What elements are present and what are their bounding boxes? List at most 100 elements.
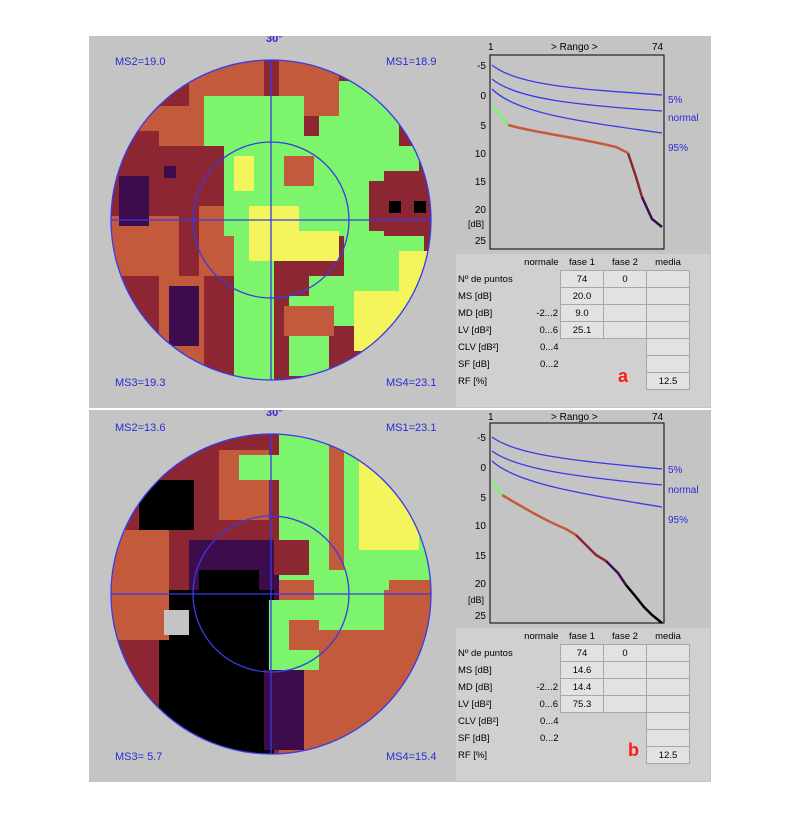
table-row: CLV [dB²] 0...4 xyxy=(456,338,690,356)
perimetry-panel-a: 30° MS2=19.0 MS1=18.9 MS3=19.3 MS4=23.1 … xyxy=(89,36,711,408)
patient-curve-defect-segment xyxy=(507,123,629,155)
curve-band-label: normal xyxy=(668,485,699,496)
cell-media xyxy=(646,304,690,322)
col-fase2: fase 2 xyxy=(612,256,638,268)
row-range: 0...2 xyxy=(540,732,559,744)
curve-band-label: normal xyxy=(668,113,699,124)
patient-curve-defect-segment xyxy=(501,493,577,537)
row-range xyxy=(518,271,561,288)
row-label: SF [dB] xyxy=(458,358,490,370)
curve-5pct-band xyxy=(491,64,663,96)
cell-fase1: 25.1 xyxy=(560,321,604,339)
row-range: 0...6 xyxy=(539,324,559,336)
curve-95pct-band xyxy=(491,88,663,134)
row-label: RF [%] xyxy=(458,749,488,761)
statistics-table: normale fase 1 fase 2 media Nº de puntos… xyxy=(456,628,710,781)
row-range: 0...4 xyxy=(540,715,559,727)
table-row: RF [%] 12.5 xyxy=(456,746,690,764)
eccentricity-label: 30° xyxy=(266,410,283,419)
row-label: Nº de puntos xyxy=(458,647,513,659)
row-range: 0...2 xyxy=(540,358,559,370)
curve-band-label: 5% xyxy=(668,465,683,476)
cell-fase1: 75.3 xyxy=(560,695,604,713)
row-range xyxy=(518,288,561,305)
curve-x-start-label: 1 xyxy=(488,412,494,423)
row-range xyxy=(518,645,561,662)
row-label: CLV [dB²] xyxy=(458,341,499,353)
curve-y-tick: 20 xyxy=(475,579,487,590)
table-row: MS [dB] 20.0 xyxy=(456,287,690,305)
row-label: MS [dB] xyxy=(458,290,492,302)
panel-tag: b xyxy=(628,740,639,760)
cell-media xyxy=(646,712,690,730)
cell-fase1: 20.0 xyxy=(560,287,604,305)
curve-range-label: > Rango > xyxy=(551,42,598,53)
cell-fase1: 14.6 xyxy=(560,661,604,679)
row-label: MD [dB] xyxy=(458,681,493,693)
row-range xyxy=(518,373,561,390)
curve-band-label: 5% xyxy=(668,95,683,106)
row-label: Nº de puntos xyxy=(458,273,513,285)
cell-media xyxy=(646,678,690,696)
curve-y-tick: 15 xyxy=(475,551,487,562)
row-range xyxy=(518,747,561,764)
row-label: MS [dB] xyxy=(458,664,492,676)
cell-media xyxy=(646,644,690,662)
curve-5pct-band xyxy=(491,436,663,470)
row-label: MD [dB] xyxy=(458,307,493,319)
quadrant-ms2-label: MS2=13.6 xyxy=(115,422,166,434)
table-row: CLV [dB²] 0...4 xyxy=(456,712,690,730)
patient-curve-severe-segment xyxy=(575,534,607,563)
cell-media: 12.5 xyxy=(646,372,690,390)
row-label: RF [%] xyxy=(458,375,488,387)
table-row: LV [dB²] 0...6 75.3 xyxy=(456,695,690,713)
row-label: CLV [dB²] xyxy=(458,715,499,727)
curve-y-tick: 20 xyxy=(475,205,487,216)
table-row: SF [dB] 0...2 xyxy=(456,355,690,373)
quadrant-ms3-label: MS3=19.3 xyxy=(115,377,166,389)
cell-fase2 xyxy=(603,695,647,713)
cell-media xyxy=(646,338,690,356)
table-row: MD [dB] -2...2 9.0 xyxy=(456,304,690,322)
row-range: -2...2 xyxy=(536,681,558,693)
curve-y-tick: 10 xyxy=(475,521,487,532)
cell-media xyxy=(646,287,690,305)
curve-y-tick: 25 xyxy=(475,611,487,622)
quadrant-ms2-label: MS2=19.0 xyxy=(115,56,166,68)
quadrant-ms4-label: MS4=15.4 xyxy=(386,751,437,763)
quadrant-ms3-label: MS3= 5.7 xyxy=(115,751,163,763)
col-media: media xyxy=(655,256,681,268)
table-row: Nº de puntos 74 0 xyxy=(456,270,690,288)
visual-field-grayscale-plot xyxy=(110,433,432,755)
row-label: SF [dB] xyxy=(458,732,490,744)
table-row: SF [dB] 0...2 xyxy=(456,729,690,747)
cell-fase2 xyxy=(603,661,647,679)
visual-field-map: 30° MS2=13.6 MS1=23.1 MS3= 5.7 MS4=15.4 xyxy=(89,410,454,782)
cell-fase2 xyxy=(603,304,647,322)
bebie-curve-chart: 1 > Rango > 74 -5 0 5 10 15 20 25 [dB] 5… xyxy=(456,411,710,625)
table-row: RF [%] 12.5 xyxy=(456,372,690,390)
table-row: Nº de puntos 74 0 xyxy=(456,644,690,662)
panel-tag: a xyxy=(618,366,629,386)
patient-curve-absolute-segment xyxy=(605,560,628,586)
visual-field-map: 30° MS2=19.0 MS1=18.9 MS3=19.3 MS4=23.1 xyxy=(89,36,454,408)
cell-media: 12.5 xyxy=(646,746,690,764)
cell-media xyxy=(646,321,690,339)
patient-curve-severe-segment xyxy=(626,152,644,198)
cell-fase2: 0 xyxy=(603,644,647,662)
row-label: LV [dB²] xyxy=(458,324,492,336)
curve-range-label: > Rango > xyxy=(551,412,598,423)
curve-y-tick: -5 xyxy=(477,433,486,444)
curve-y-tick: 5 xyxy=(480,121,486,132)
cell-media xyxy=(646,695,690,713)
cell-media xyxy=(646,270,690,288)
table-row: MD [dB] -2...2 14.4 xyxy=(456,678,690,696)
curve-y-tick: -5 xyxy=(477,61,486,72)
col-fase1: fase 1 xyxy=(569,630,595,642)
patient-curve-absolute-segment xyxy=(640,196,663,228)
curve-band-label: 95% xyxy=(668,143,688,154)
cell-fase2 xyxy=(603,321,647,339)
perimetry-panel-b: 30° MS2=13.6 MS1=23.1 MS3= 5.7 MS4=15.4 … xyxy=(89,410,711,782)
curve-y-tick: 5 xyxy=(480,493,486,504)
curve-y-unit: [dB] xyxy=(468,219,484,229)
